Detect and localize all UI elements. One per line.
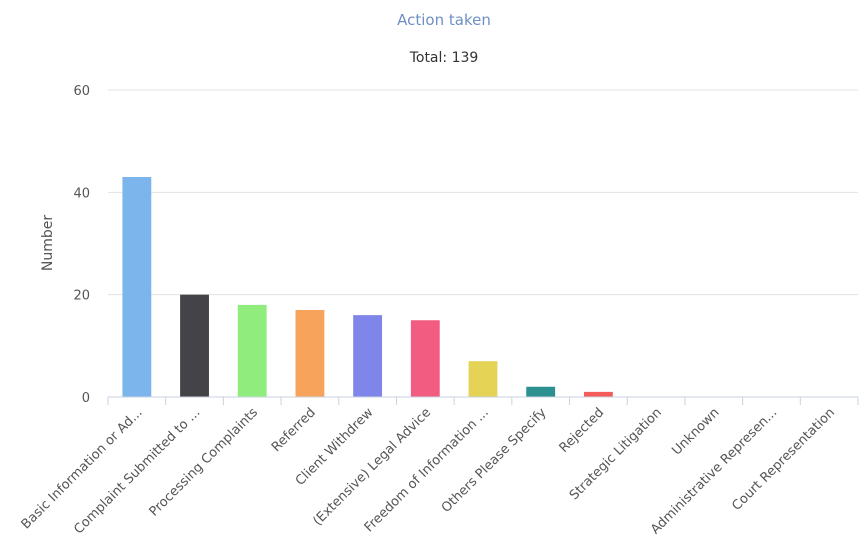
bar-1 xyxy=(180,294,209,397)
x-tick-label: Court Representation xyxy=(729,405,838,514)
y-tick-label: 60 xyxy=(73,84,90,99)
bar-5 xyxy=(410,320,440,397)
x-axis xyxy=(107,396,859,405)
bar-layer xyxy=(122,176,613,397)
bar-6 xyxy=(468,361,498,397)
y-tick-label: 20 xyxy=(73,289,90,304)
grid-layer xyxy=(108,89,858,296)
bar-4 xyxy=(353,315,383,397)
y-tick-label: 40 xyxy=(73,186,90,201)
x-tick-label: Processing Complaints xyxy=(147,405,262,520)
x-tick-label: Basic Information or Ad... xyxy=(19,405,146,532)
bar-0 xyxy=(122,176,152,397)
x-tick-label: Others Please Specify xyxy=(439,405,550,516)
y-axis-label: Number xyxy=(40,215,56,271)
x-tick-layer: Basic Information or Ad...Complaint Subm… xyxy=(19,405,838,537)
x-tick-label: Freedom of Information ... xyxy=(362,405,492,535)
chart-subtitle: Total: 139 xyxy=(409,50,479,66)
chart-title: Action taken xyxy=(397,11,491,29)
bar-8 xyxy=(583,391,613,397)
bar-3 xyxy=(295,310,325,397)
x-tick-label: (Extensive) Legal Advice xyxy=(310,405,434,529)
x-tick-label: Rejected xyxy=(557,405,608,456)
bar-2 xyxy=(237,304,267,397)
y-tick-layer: 0 20 40 60 xyxy=(73,84,90,406)
bar-7 xyxy=(526,386,556,397)
x-tick-label: Referred xyxy=(269,405,319,455)
x-tick-label: Unknown xyxy=(669,405,722,458)
y-tick-label: 0 xyxy=(82,391,90,406)
